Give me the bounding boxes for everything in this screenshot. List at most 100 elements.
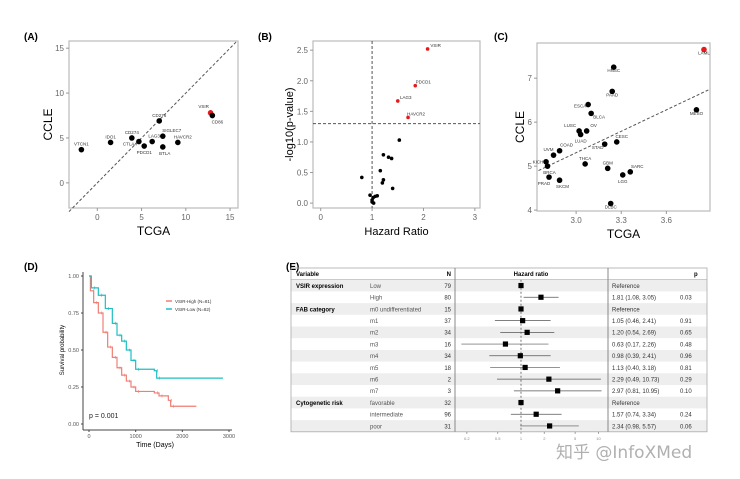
point-label: PRAD	[538, 181, 551, 186]
table-row: poor 31 2.34 (0.98, 5.57) 0.06	[370, 423, 692, 430]
point-label: PAAD	[606, 92, 619, 97]
point-label: CD274	[125, 130, 140, 135]
row-stripe	[291, 303, 707, 315]
x-tick-label: 5	[139, 213, 144, 222]
data-point	[619, 172, 626, 178]
data-point	[378, 168, 383, 173]
row-stripe	[291, 279, 707, 292]
header-variable: Variable	[296, 272, 320, 278]
level-name: m3	[370, 342, 379, 348]
data-point	[613, 139, 620, 145]
x-tick-label: 10	[596, 436, 601, 441]
y-tick-label: 1.5	[297, 107, 309, 116]
data-point	[107, 139, 114, 146]
y-axis-title: Survival probability	[60, 325, 66, 375]
table-row: m6 2 2.29 (0.49, 10.73) 0.29	[370, 376, 692, 384]
data-point	[368, 193, 372, 197]
hazard-ratio-marker	[518, 399, 524, 406]
point-label: THCA	[579, 156, 591, 161]
row-stripe	[291, 326, 707, 339]
data-point	[395, 99, 400, 103]
data-point	[389, 156, 394, 161]
point-label: SARC	[631, 164, 644, 169]
data-point	[413, 83, 418, 88]
data-point	[425, 47, 430, 51]
hazard-ratio-marker	[520, 318, 526, 324]
data-point	[78, 146, 85, 153]
point-label: LAG3	[148, 134, 160, 139]
x-tick-label: 3.6	[661, 216, 673, 225]
table-row: m3 16 0.63 (0.17, 2.26) 0.48	[370, 341, 692, 348]
x-tick-label: 1	[370, 213, 375, 222]
data-point	[585, 101, 591, 108]
n-value: 96	[444, 413, 451, 419]
x-tick-label: 15	[226, 213, 235, 222]
table-row: m2 34 1.20 (0.54, 2.69) 0.65	[370, 329, 692, 337]
data-point	[141, 143, 148, 149]
data-point	[588, 110, 594, 117]
n-value: 18	[444, 366, 451, 372]
p-value: 0.91	[680, 319, 692, 325]
data-point	[406, 115, 410, 120]
legend-label: VSIR-Low (N=82)	[175, 307, 211, 312]
table-row: m7 3 2.97 (0.81, 10.95) 0.10	[370, 388, 692, 395]
x-tick-label: 2	[421, 213, 426, 222]
table-row: Cytogenetic risk favorable 32 Reference	[296, 399, 640, 407]
x-axis-title: Time (Days)	[136, 442, 174, 449]
x-tick-label: 0.5	[495, 436, 501, 441]
point-label: LUAD	[575, 138, 588, 143]
data-point	[550, 152, 557, 158]
level-name: favorable	[370, 401, 395, 407]
variable-name: VSIR expression	[296, 284, 344, 290]
point-label: GBM	[603, 160, 614, 165]
header-n: N	[447, 272, 451, 278]
hr-text: Reference	[612, 284, 640, 290]
data-point	[375, 193, 380, 198]
level-name: m5	[370, 366, 379, 372]
point-label: CD86	[212, 120, 224, 125]
table-row: m1 37 1.05 (0.46, 2.41) 0.91	[370, 318, 692, 325]
y-tick-label: 0.50	[68, 348, 79, 354]
point-label: STAD	[592, 145, 604, 150]
x-tick-label: 1000	[130, 434, 142, 440]
x-tick-label: 2	[543, 436, 546, 441]
p-value: 0.48	[680, 342, 692, 348]
n-value: 34	[444, 331, 451, 337]
data-point	[175, 139, 181, 146]
point-label: PDCD1	[137, 150, 153, 155]
table-row: FAB category m0 undifferentiated 15 Referen…	[296, 306, 640, 313]
point-label: PDCD1	[416, 80, 432, 85]
data-point	[381, 152, 386, 157]
panel-label-d: (D)	[24, 262, 38, 273]
data-point	[609, 88, 616, 95]
trend-line	[538, 88, 711, 171]
n-value: 31	[444, 424, 451, 430]
data-point	[380, 181, 385, 185]
y-tick-label: 5	[528, 162, 533, 171]
x-axis-title: Hazard Ratio	[364, 226, 428, 238]
p-value: 0.24	[680, 413, 692, 419]
data-point	[381, 178, 386, 182]
hr-text: 1.05 (0.46, 2.41)	[612, 319, 656, 325]
y-tick-label: 10	[55, 89, 64, 98]
hazard-ratio-marker	[533, 411, 539, 417]
data-point	[607, 200, 614, 207]
hazard-ratio-marker	[524, 329, 530, 335]
point-label: CD276	[152, 113, 167, 118]
legend-label: VSIR-High (N=81)	[175, 299, 212, 304]
p-value-annotation: p = 0.001	[89, 413, 118, 420]
level-name: m6	[370, 378, 379, 384]
point-label: SIGLEC7	[162, 128, 182, 133]
n-value: 3	[448, 389, 452, 395]
chart-d: 0 1000 2000 3000 0.00 0.25 0.50 0.75 1.00 VSIR-Hi…	[60, 272, 235, 449]
data-point	[583, 128, 590, 134]
y-tick-label: 0.25	[68, 385, 79, 391]
panel-label-b: (B)	[258, 32, 272, 43]
p-value: 0.65	[680, 331, 692, 337]
x-tick-label: 1	[520, 436, 523, 441]
point-label: VSIR	[430, 43, 441, 48]
data-point	[149, 138, 155, 145]
hr-text: 1.57 (0.74, 3.34)	[612, 413, 656, 419]
table-row: High 80 1.81 (1.08, 3.05) 0.03	[370, 294, 692, 302]
data-point	[627, 169, 634, 175]
